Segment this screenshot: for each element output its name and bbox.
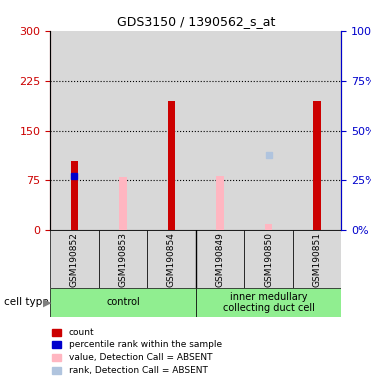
Bar [71, 161, 78, 230]
Bar [99, 31, 147, 230]
Bar [313, 101, 321, 230]
Bar [216, 176, 224, 230]
Bar [147, 31, 196, 230]
Text: GSM190849: GSM190849 [216, 232, 224, 286]
Text: ▶: ▶ [43, 297, 51, 308]
Bar [293, 230, 341, 288]
Text: GSM190854: GSM190854 [167, 232, 176, 286]
Text: count: count [69, 328, 94, 337]
Bar [196, 230, 244, 288]
Bar [50, 31, 99, 230]
Bar [244, 31, 293, 230]
Text: GSM190853: GSM190853 [118, 232, 127, 287]
Bar [293, 31, 341, 230]
Bar [119, 177, 127, 230]
Text: value, Detection Call = ABSENT: value, Detection Call = ABSENT [69, 353, 212, 362]
Bar [196, 31, 244, 230]
Bar [147, 230, 196, 288]
Text: GSM190850: GSM190850 [264, 232, 273, 287]
Bar [50, 288, 196, 317]
Text: cell type: cell type [4, 297, 48, 308]
Text: GSM190851: GSM190851 [312, 232, 322, 287]
Bar [244, 230, 293, 288]
Text: rank, Detection Call = ABSENT: rank, Detection Call = ABSENT [69, 366, 207, 375]
Bar [265, 224, 272, 230]
Text: control: control [106, 297, 140, 308]
Bar [196, 288, 341, 317]
Bar [99, 230, 147, 288]
Text: percentile rank within the sample: percentile rank within the sample [69, 340, 222, 349]
Title: GDS3150 / 1390562_s_at: GDS3150 / 1390562_s_at [116, 15, 275, 28]
Text: GSM190852: GSM190852 [70, 232, 79, 286]
Text: inner medullary
collecting duct cell: inner medullary collecting duct cell [223, 291, 315, 313]
Bar [50, 230, 99, 288]
Bar [168, 101, 175, 230]
